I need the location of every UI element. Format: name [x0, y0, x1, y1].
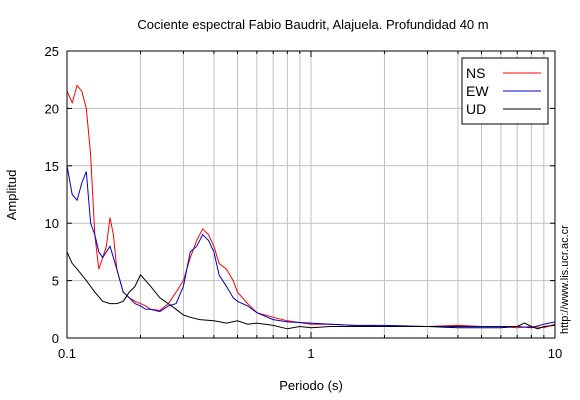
- legend-label-ns: NS: [466, 65, 485, 81]
- y-tick-label: 25: [45, 44, 59, 59]
- series-line-ud: [66, 251, 556, 330]
- source-url: http://www.lis.ucr.ac.cr: [559, 225, 571, 334]
- y-tick-label: 10: [45, 216, 59, 231]
- series-lines: [66, 84, 556, 330]
- y-axis-label: Amplitud: [4, 170, 19, 221]
- legend: NS EW UD: [461, 57, 549, 125]
- legend-label-ew: EW: [466, 83, 489, 99]
- x-tick-label: 10: [548, 346, 562, 361]
- x-tick-label: 1: [307, 346, 314, 361]
- y-tick-label: 0: [52, 331, 59, 346]
- legend-label-ud: UD: [466, 101, 486, 117]
- series-line-ew: [66, 165, 556, 329]
- x-tick-label: 0.1: [58, 346, 76, 361]
- y-tick-label: 5: [52, 274, 59, 289]
- y-tick-label: 20: [45, 101, 59, 116]
- chart-title: Cociente espectral Fabio Baudrit, Alajue…: [137, 17, 488, 32]
- grid: [67, 51, 555, 338]
- y-tick-label: 15: [45, 159, 59, 174]
- axis-ticks: 0 5 10 15 20 25 0.1 1 10: [45, 44, 563, 361]
- x-axis-label: Periodo (s): [279, 378, 343, 393]
